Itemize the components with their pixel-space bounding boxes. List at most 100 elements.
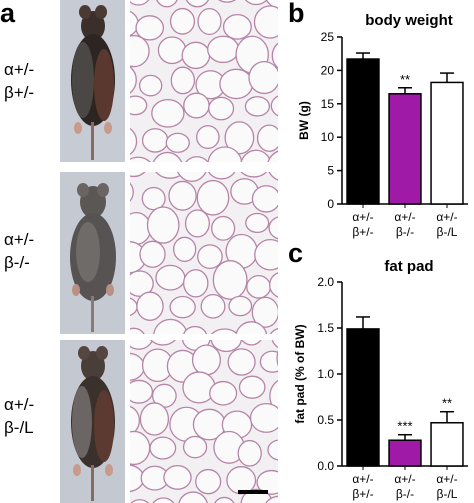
adipocyte-cell [237, 439, 262, 467]
bar [430, 422, 464, 467]
genotype-beta: β+/- [4, 83, 35, 102]
y-axis-label: BW (g) [297, 101, 311, 140]
adipocyte-cell [271, 340, 278, 349]
adipocyte-cell [157, 36, 187, 65]
adipocyte-cell [181, 41, 211, 70]
adipocyte-cell [184, 209, 210, 238]
adipocyte-cell [130, 327, 145, 334]
y-tick-label: 1.5 [317, 321, 334, 335]
adipocyte-cell [183, 325, 207, 334]
adipocyte-cell [146, 206, 180, 244]
adipocyte-cell [185, 156, 209, 162]
adipocyte-cell [139, 402, 170, 436]
adipocyte-cell [207, 146, 243, 162]
adipocyte-cell [138, 74, 163, 97]
adipocyte-cell [168, 180, 197, 211]
adipocyte-cell [135, 15, 165, 41]
adipose-histology-row-2 [130, 172, 278, 334]
adipocyte-cell [244, 0, 268, 6]
adipocyte-cell [196, 125, 220, 149]
adipocyte-cell [141, 128, 169, 153]
adipocyte-cell [219, 68, 254, 100]
adipocyte-cell [152, 497, 175, 503]
adipocyte-cell [156, 0, 178, 8]
adipocyte-cell [151, 98, 185, 128]
adipocyte-cell [210, 340, 242, 353]
adipocyte-cell [212, 260, 248, 300]
genotype-alpha: α+/- [4, 395, 35, 414]
adipocyte-cell [183, 269, 209, 298]
x-tick-label: β-/- [396, 225, 414, 239]
chart-title: fat pad [384, 258, 433, 275]
x-tick-label: α+/- [352, 210, 373, 224]
adipocyte-cell [259, 350, 278, 373]
adipocyte-cell [270, 95, 278, 117]
adipocyte-cell [130, 0, 150, 6]
adipocyte-cell [218, 0, 237, 3]
adipocyte-cell [214, 496, 235, 503]
adipocyte-cell [177, 172, 207, 182]
adipocyte-cell [248, 60, 278, 95]
y-tick-label: 0.0 [317, 459, 334, 473]
bar [388, 93, 422, 205]
significance-label: ** [442, 396, 452, 411]
adipocyte-cell [256, 469, 278, 495]
adipocyte-cell [163, 464, 192, 490]
adipocyte-cell [130, 182, 134, 202]
genotype-alpha: α+/- [4, 60, 35, 79]
adipocyte-cell [130, 340, 154, 350]
adipocyte-cell [130, 405, 141, 436]
adipocyte-cell [196, 179, 230, 216]
genotype-beta: β-/L [4, 418, 34, 437]
adipocyte-cell [185, 0, 210, 8]
adipocyte-cell [130, 156, 151, 162]
adipocyte-cell [130, 172, 146, 178]
adipocyte-cell [245, 212, 270, 234]
adipose-histology-row-3 [130, 340, 278, 503]
bar [346, 328, 380, 467]
adipocyte-cell [130, 499, 150, 503]
adipocyte-cell [224, 121, 255, 155]
adipocyte-cell [197, 7, 222, 36]
adipocyte-cell [269, 328, 278, 334]
adipocyte-cell [141, 186, 166, 211]
adipocyte-cell [195, 468, 222, 495]
adipocyte-cell [269, 272, 278, 298]
adipocyte-cell [139, 240, 166, 268]
x-tick-label: β-/L [437, 225, 458, 239]
adipocyte-cell [210, 328, 239, 334]
adipocyte-cell [152, 151, 183, 162]
bar [388, 439, 422, 467]
y-tick-label: 0.5 [317, 413, 334, 427]
adipocyte-cell [130, 270, 154, 297]
adipocyte-cell [268, 216, 278, 240]
adipocyte-cell [222, 13, 252, 40]
panel-letter-a: a [0, 0, 16, 28]
adipocyte-cell [240, 172, 268, 178]
adipocyte-cell [197, 244, 223, 270]
x-tick-label: α+/- [436, 210, 457, 224]
x-tick-label: α+/- [394, 472, 415, 486]
y-tick-label: 20 [321, 63, 335, 77]
adipocyte-cell [238, 375, 266, 399]
adipocyte-cell [271, 42, 278, 69]
y-tick-label: 0 [327, 197, 334, 211]
adipocyte-cell [136, 291, 164, 321]
adipocyte-cell [241, 340, 262, 346]
adipocyte-cell [153, 318, 188, 334]
adipocyte-cell [228, 295, 253, 317]
x-tick-label: α+/- [436, 472, 457, 486]
adipocyte-cell [149, 436, 177, 460]
adipocyte-cell [244, 96, 271, 117]
adipose-histology-row-1 [130, 0, 278, 162]
y-tick-label: 10 [321, 130, 335, 144]
adipocyte-cell [246, 274, 271, 299]
x-tick-label: β+/- [352, 225, 373, 239]
adipocyte-cell [182, 435, 208, 459]
adipocyte-cell [240, 149, 272, 162]
x-tick-label: β-/L [437, 487, 458, 501]
panel-letter-b: b [288, 0, 305, 28]
y-tick-label: 1.0 [317, 367, 334, 381]
adipocyte-cell [130, 297, 138, 317]
